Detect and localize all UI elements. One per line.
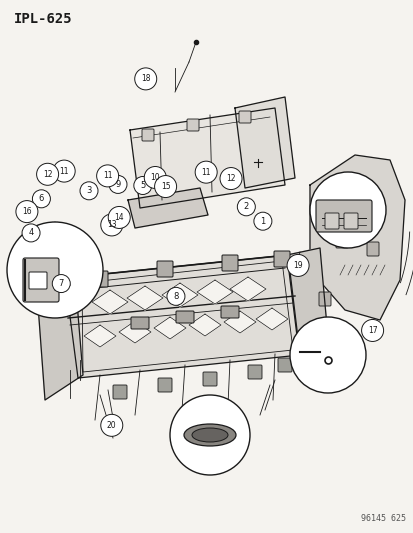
Polygon shape [230,277,266,301]
Text: 96145 625: 96145 625 [360,514,405,523]
Text: 11: 11 [59,167,69,175]
Circle shape [237,198,255,216]
Polygon shape [119,321,151,343]
Text: 2: 2 [243,203,248,211]
FancyBboxPatch shape [23,258,59,302]
Circle shape [22,224,40,242]
Circle shape [16,200,38,223]
FancyBboxPatch shape [158,378,171,392]
Polygon shape [65,255,299,378]
Text: 18: 18 [141,75,150,83]
Text: 10: 10 [150,173,160,182]
FancyBboxPatch shape [238,111,250,123]
FancyBboxPatch shape [202,372,216,386]
FancyBboxPatch shape [331,215,343,228]
FancyBboxPatch shape [142,129,154,141]
Polygon shape [197,280,233,304]
Polygon shape [127,286,163,310]
Text: 7: 7 [59,279,64,288]
Text: 15: 15 [160,182,170,191]
FancyBboxPatch shape [318,292,330,306]
FancyBboxPatch shape [157,261,173,277]
FancyBboxPatch shape [335,235,347,248]
Text: 1: 1 [260,217,265,225]
Text: 9: 9 [115,180,120,189]
Text: 5: 5 [140,181,145,190]
Text: 12: 12 [43,170,52,179]
Text: 14: 14 [114,213,124,222]
FancyBboxPatch shape [366,242,378,256]
Circle shape [166,287,185,305]
Circle shape [80,182,98,200]
FancyBboxPatch shape [221,255,237,271]
FancyBboxPatch shape [187,119,199,131]
Polygon shape [189,314,221,336]
Text: IPL-625: IPL-625 [14,12,72,26]
Text: 19: 19 [292,261,302,270]
Circle shape [134,68,157,90]
Circle shape [100,414,123,437]
FancyBboxPatch shape [277,358,291,372]
Text: 16: 16 [22,207,32,216]
Circle shape [52,274,70,293]
Polygon shape [286,248,329,360]
Text: 13: 13 [107,221,116,229]
FancyBboxPatch shape [326,193,338,206]
Polygon shape [235,97,294,188]
FancyBboxPatch shape [221,306,238,318]
FancyBboxPatch shape [273,251,289,267]
Circle shape [32,190,50,208]
FancyBboxPatch shape [315,200,371,232]
Circle shape [53,160,75,182]
FancyBboxPatch shape [131,317,149,329]
Polygon shape [92,290,128,314]
Circle shape [96,165,119,187]
Circle shape [170,395,249,475]
Circle shape [195,161,217,183]
Circle shape [133,176,152,195]
Circle shape [154,175,176,198]
Polygon shape [130,108,284,208]
Circle shape [100,214,123,236]
Circle shape [7,222,103,318]
FancyBboxPatch shape [92,271,108,287]
Ellipse shape [183,424,235,446]
Circle shape [289,317,365,393]
Text: 12: 12 [226,174,235,183]
Ellipse shape [192,428,228,442]
Circle shape [309,172,385,248]
FancyBboxPatch shape [343,213,357,229]
Circle shape [253,212,271,230]
Text: 4: 4 [28,229,33,237]
Polygon shape [223,311,255,333]
Polygon shape [38,278,83,400]
Circle shape [36,163,59,185]
Text: 6: 6 [39,195,44,203]
Text: 17: 17 [367,326,377,335]
Polygon shape [84,325,116,347]
Polygon shape [309,155,404,320]
Polygon shape [255,308,287,330]
Text: 11: 11 [103,172,112,180]
Circle shape [219,167,242,190]
Text: 11: 11 [201,168,210,176]
Circle shape [109,175,127,193]
FancyBboxPatch shape [29,272,47,289]
FancyBboxPatch shape [324,213,338,229]
Text: 3: 3 [86,187,91,195]
Circle shape [108,206,130,229]
Circle shape [286,254,309,277]
FancyBboxPatch shape [247,365,261,379]
Polygon shape [161,283,197,307]
Text: 20: 20 [107,421,116,430]
Polygon shape [128,188,207,228]
Text: 8: 8 [173,292,178,301]
Polygon shape [154,317,185,339]
Circle shape [361,319,383,342]
Circle shape [144,166,166,189]
FancyBboxPatch shape [176,311,194,323]
FancyBboxPatch shape [113,385,127,399]
